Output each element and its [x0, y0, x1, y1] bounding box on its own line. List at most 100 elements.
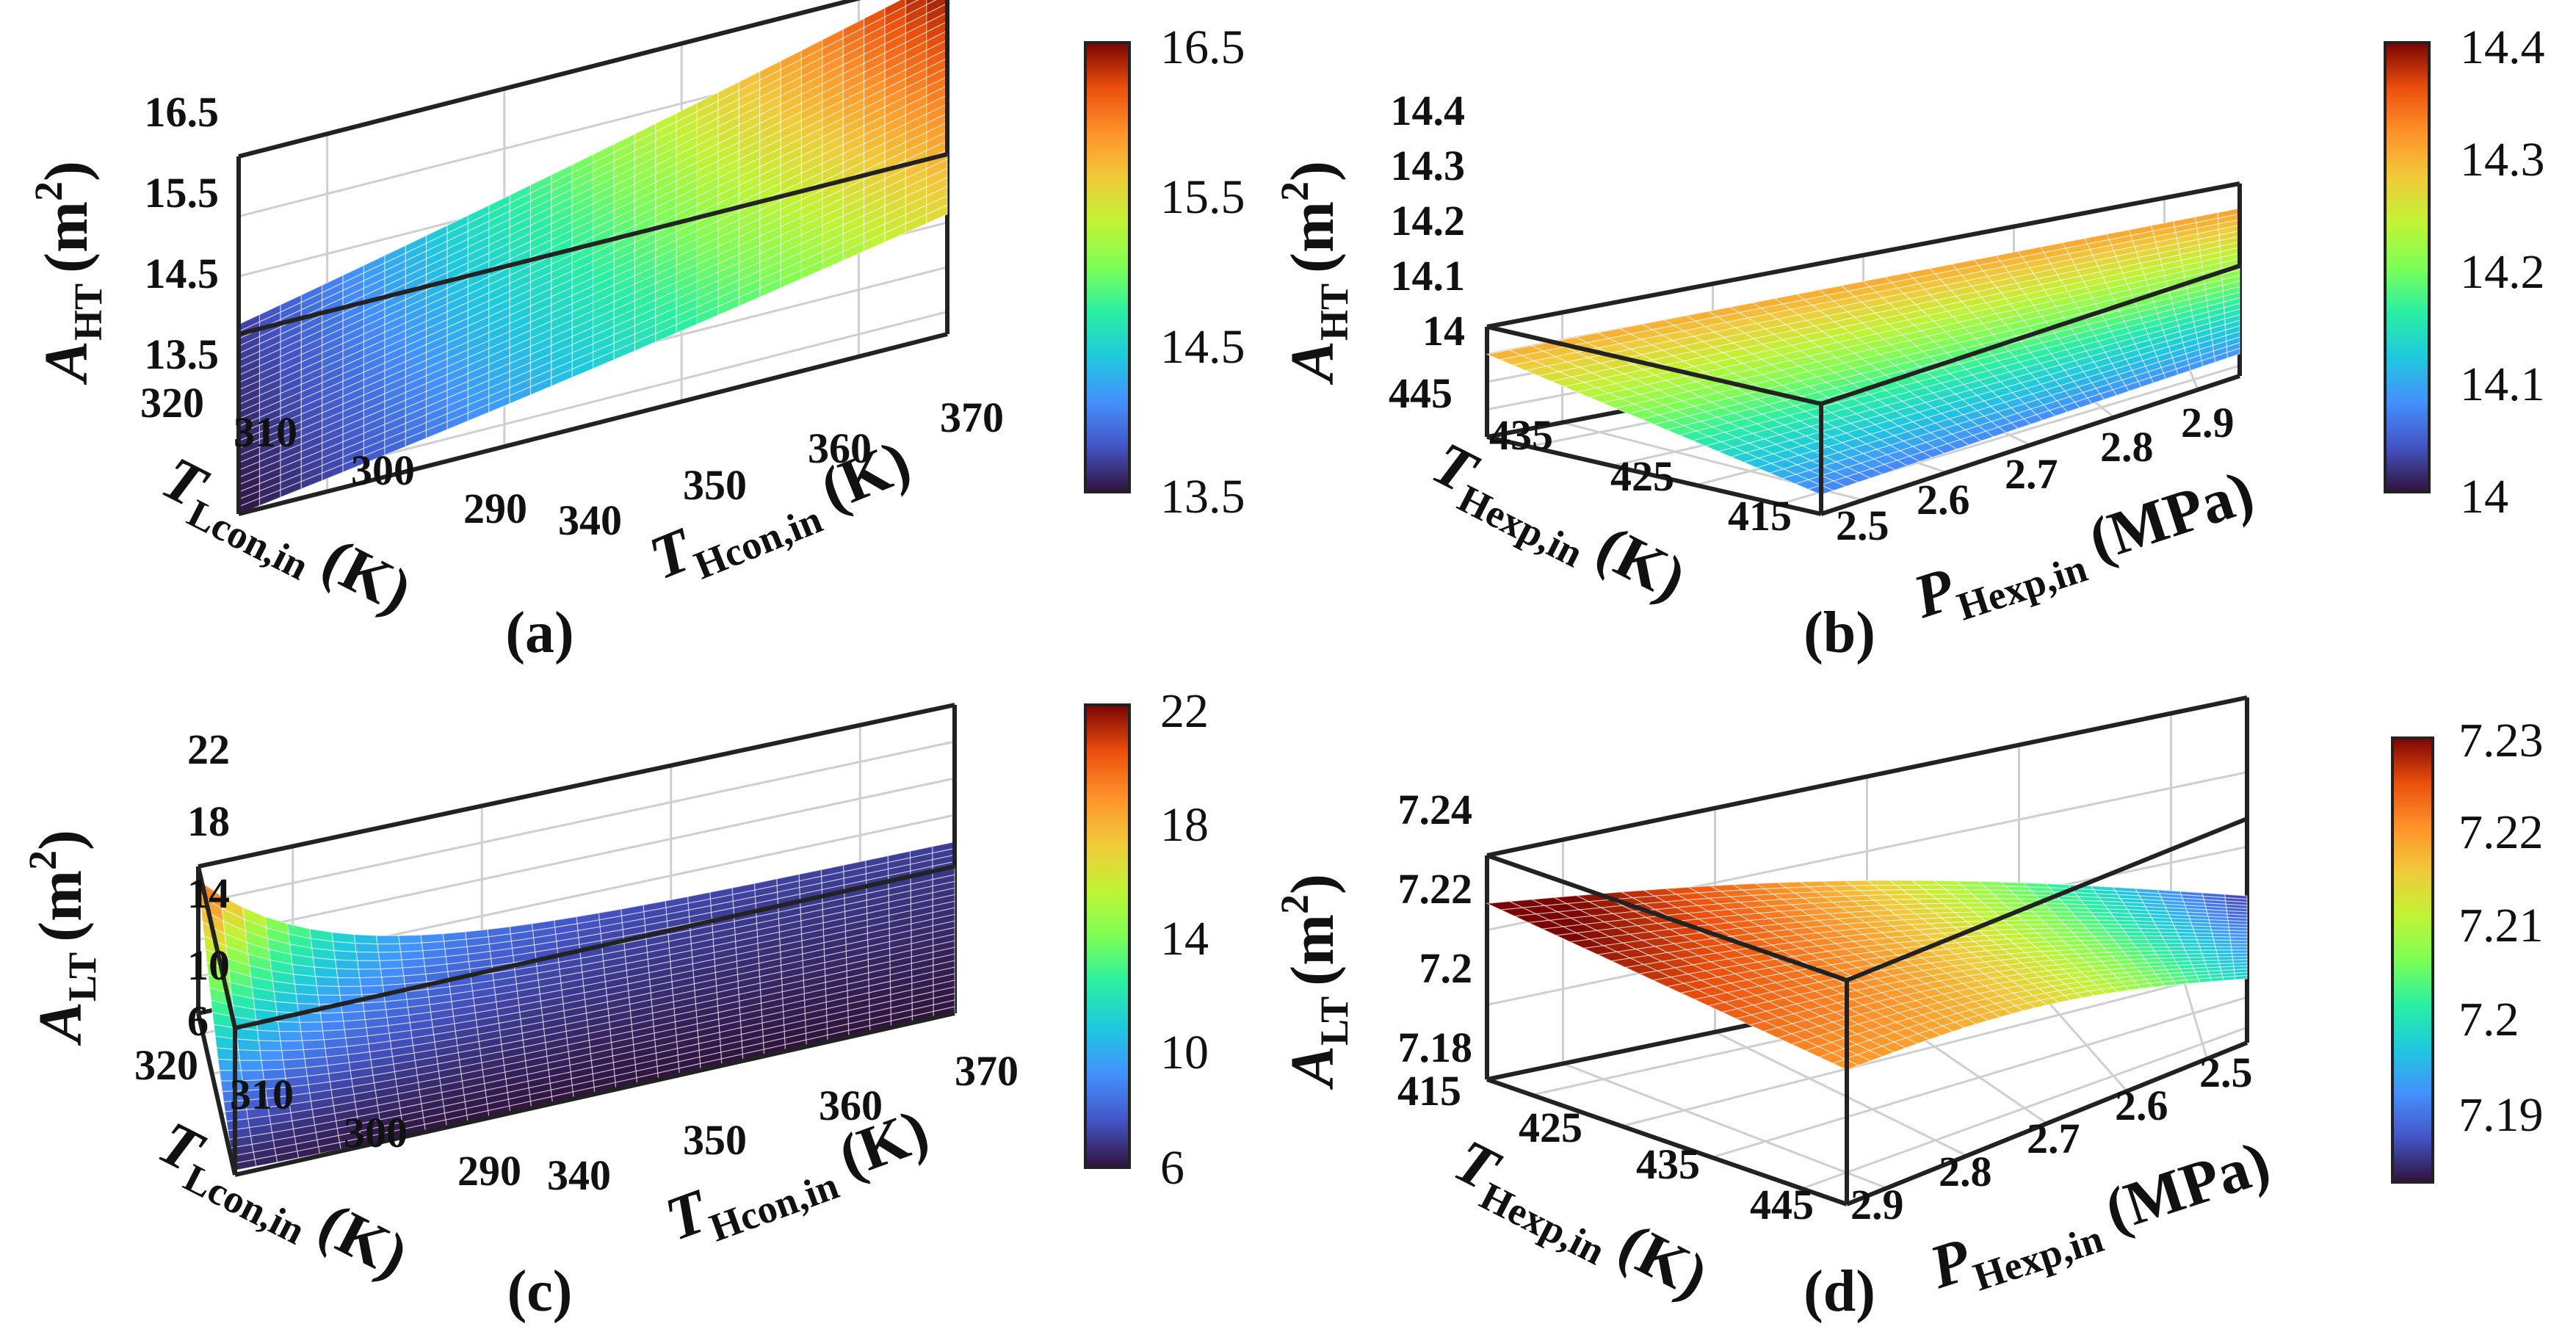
panel-c-surface-cell [377, 943, 402, 953]
panel-d-surface-cell [2141, 931, 2163, 937]
panel-c-surface-cell [237, 1049, 262, 1062]
panel-d-surface-cell [2210, 977, 2224, 982]
panel-c-surface-cell [353, 934, 378, 945]
panel-d-cbar-tick: 7.2 [2459, 993, 2519, 1046]
panel-a-y-tick: 290 [463, 485, 527, 532]
panel-c-caption: (c) [507, 1259, 573, 1324]
panel-a-box-edge [238, 332, 948, 516]
panel-b: 14.4 14.3 14.2 14.1 14 445 435 425 415 2… [1273, 21, 2545, 665]
panel-c-surface-cell [300, 1030, 325, 1042]
panel-c-surface-cell [256, 1029, 281, 1042]
panel-a-cbar-tick: 16.5 [1160, 21, 1245, 74]
panel-c-surface-cell [379, 959, 403, 970]
panel-c-box-edge [196, 1013, 237, 1176]
panel-d-surface-cell [2197, 943, 2216, 948]
panel-c-y-tick: 310 [230, 1071, 294, 1118]
panel-b-z-tick: 14 [1422, 307, 1465, 355]
panel-d-surface-cell [2181, 943, 2201, 948]
panel-a-z-tick: 13.5 [145, 330, 220, 378]
panel-d-cbar-tick: 7.22 [2459, 806, 2544, 859]
panel-b-x-tick: 2.7 [2005, 450, 2058, 498]
panel-c-surface-cell [355, 951, 380, 962]
panel-d-surface-cell [2160, 935, 2182, 941]
panel-c-surface-cell [277, 1021, 302, 1032]
panel-c-surface-cell [258, 1040, 283, 1051]
panel-c-box-front [196, 703, 957, 1177]
panel-c-surface-cell [397, 934, 422, 945]
panel-a-x-tick: 360 [808, 424, 872, 472]
panel-d-surface-cell [2146, 939, 2167, 944]
panel-c-cbar-tick: 18 [1160, 798, 1209, 852]
panel-d-surface-cell [2127, 935, 2148, 941]
panel-b-y-tick: 445 [1389, 369, 1452, 417]
panel-c-y-tick: 290 [457, 1147, 521, 1195]
panel-c-box-edge [234, 864, 955, 1030]
panel-d-surface-cell [2138, 927, 2161, 933]
panel-a-y-tick: 300 [351, 446, 415, 494]
panel-d-surface-cell [2234, 974, 2248, 980]
panel-c-surface-cell [259, 1050, 284, 1062]
panel-c-surface-cell [275, 1001, 300, 1014]
panel-d-z-tick: 7.24 [1398, 786, 1473, 833]
panel-a-box-edge [238, 0, 861, 159]
panel-c-surface-cell [299, 1021, 324, 1032]
panel-d-caption: (d) [1803, 1259, 1875, 1324]
panel-d-cbar-tick: 7.19 [2459, 1088, 2544, 1142]
panel-c-surface-cell [235, 1027, 259, 1041]
panel-a-cbar-tick: 14.5 [1160, 320, 1245, 374]
panel-d-surface-cell [2163, 939, 2183, 944]
panel-d-grid-line [2170, 713, 2208, 1060]
panel-b-box-edge [1820, 264, 2240, 406]
panel-c-surface-cell [295, 993, 320, 1005]
panel-c-surface-cell [261, 1059, 285, 1071]
panel-c-x-tick: 360 [819, 1082, 883, 1129]
panel-c-surface-cell [333, 950, 358, 961]
panel-a: 16.5 15.5 14.5 13.5 320 310 300 290 340 … [26, 0, 1245, 665]
panel-a-box-edge [238, 152, 948, 336]
panel-b-y-tick: 415 [1728, 492, 1792, 540]
panel-c-box-edge [198, 703, 955, 869]
panel-a-caption: (a) [505, 601, 574, 665]
panel-c-surface-cell [334, 959, 359, 970]
panel-b-surface [1485, 207, 2240, 496]
panel-d-y-tick: 425 [1519, 1104, 1582, 1151]
panel-a-x-tick: 370 [940, 394, 1004, 441]
panel-a-z-tick: 16.5 [145, 88, 220, 136]
panel-a-x-label: THcon,in(K) [640, 427, 923, 602]
panel-a-z-tick: 15.5 [145, 169, 220, 217]
panel-c-colorbar [1084, 703, 1131, 1169]
panel-b-y-tick: 425 [1610, 452, 1674, 500]
panel-b-z-tick: 14.2 [1391, 197, 1466, 245]
panel-c-surface-cell [316, 985, 341, 996]
panel-b-x-tick: 2.8 [2100, 423, 2154, 471]
panel-b-x-tick: 2.6 [1917, 476, 1970, 524]
panel-d-y-tick: 435 [1636, 1140, 1700, 1188]
panel-c-surface-cell [280, 1040, 304, 1051]
panel-c-surface-cell [294, 983, 319, 996]
panel-c-x-tick: 350 [683, 1116, 747, 1164]
panel-d-y-tick: 415 [1397, 1067, 1461, 1115]
panel-c-surface-cell [338, 985, 363, 996]
panel-c-box-edge [234, 1011, 955, 1177]
panel-a-x-tick: 350 [683, 461, 747, 509]
panel-d-x-tick: 2.6 [2115, 1082, 2168, 1129]
panel-a-box-front [236, 0, 949, 516]
panel-d-cbar-tick: 7.21 [2459, 899, 2544, 952]
panel-d-colorbar [2391, 736, 2434, 1184]
panel-d-y-tick: 445 [1750, 1181, 1814, 1228]
panel-b-cbar-tick: 14.4 [2460, 21, 2545, 74]
panel-d-surface-cell [2149, 943, 2169, 948]
panel-b-z-tick: 14.1 [1391, 252, 1466, 300]
panel-c-x-tick: 370 [955, 1047, 1019, 1095]
panel-d-z-tick: 7.18 [1398, 1024, 1473, 1071]
panel-b-colorbar [2384, 41, 2431, 493]
panel-c-y-tick: 320 [134, 1041, 198, 1089]
panel-c-x-tick: 340 [547, 1151, 611, 1199]
panel-d-surface-cell [2179, 939, 2199, 944]
panel-d-surface-cell [2222, 975, 2236, 982]
panel-b-cbar-tick: 14 [2460, 470, 2508, 524]
panel-a-z-tick: 14.5 [145, 250, 220, 297]
panel-c-cbar-tick: 22 [1160, 684, 1209, 738]
panel-d-surface [1485, 880, 2248, 1071]
panel-d-surface-cell [2143, 935, 2165, 941]
